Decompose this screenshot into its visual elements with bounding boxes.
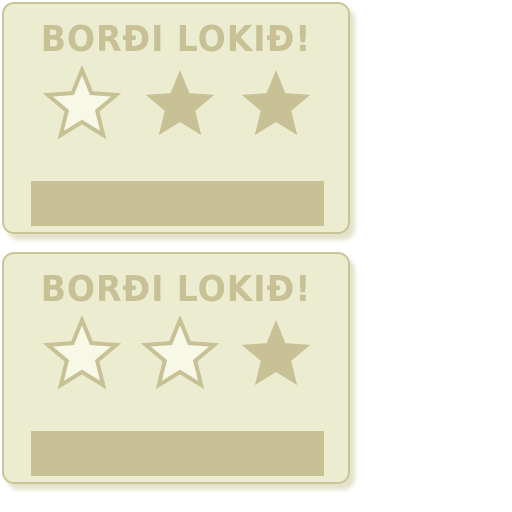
level-complete-card: BORÐI LOKIÐ! <box>2 2 350 234</box>
star-slot <box>42 66 122 146</box>
star-slot <box>236 316 316 396</box>
level-complete-card: BORÐI LOKIÐ! <box>2 252 350 484</box>
empty-star-icon <box>42 66 122 140</box>
star-slot <box>236 66 316 146</box>
star-slot <box>42 316 122 396</box>
star-rating <box>4 66 352 146</box>
star-slot <box>140 66 220 146</box>
continue-bar[interactable] <box>31 431 324 476</box>
filled-star-icon <box>145 70 215 136</box>
empty-star-icon <box>140 316 220 390</box>
filled-star-icon <box>241 320 311 386</box>
continue-bar[interactable] <box>31 181 324 226</box>
empty-star-icon <box>42 316 122 390</box>
level-complete-title: BORÐI LOKIÐ! <box>40 269 312 310</box>
star-slot <box>140 316 220 396</box>
star-rating <box>4 316 352 396</box>
level-complete-title: BORÐI LOKIÐ! <box>40 19 312 60</box>
filled-star-icon <box>241 70 311 136</box>
